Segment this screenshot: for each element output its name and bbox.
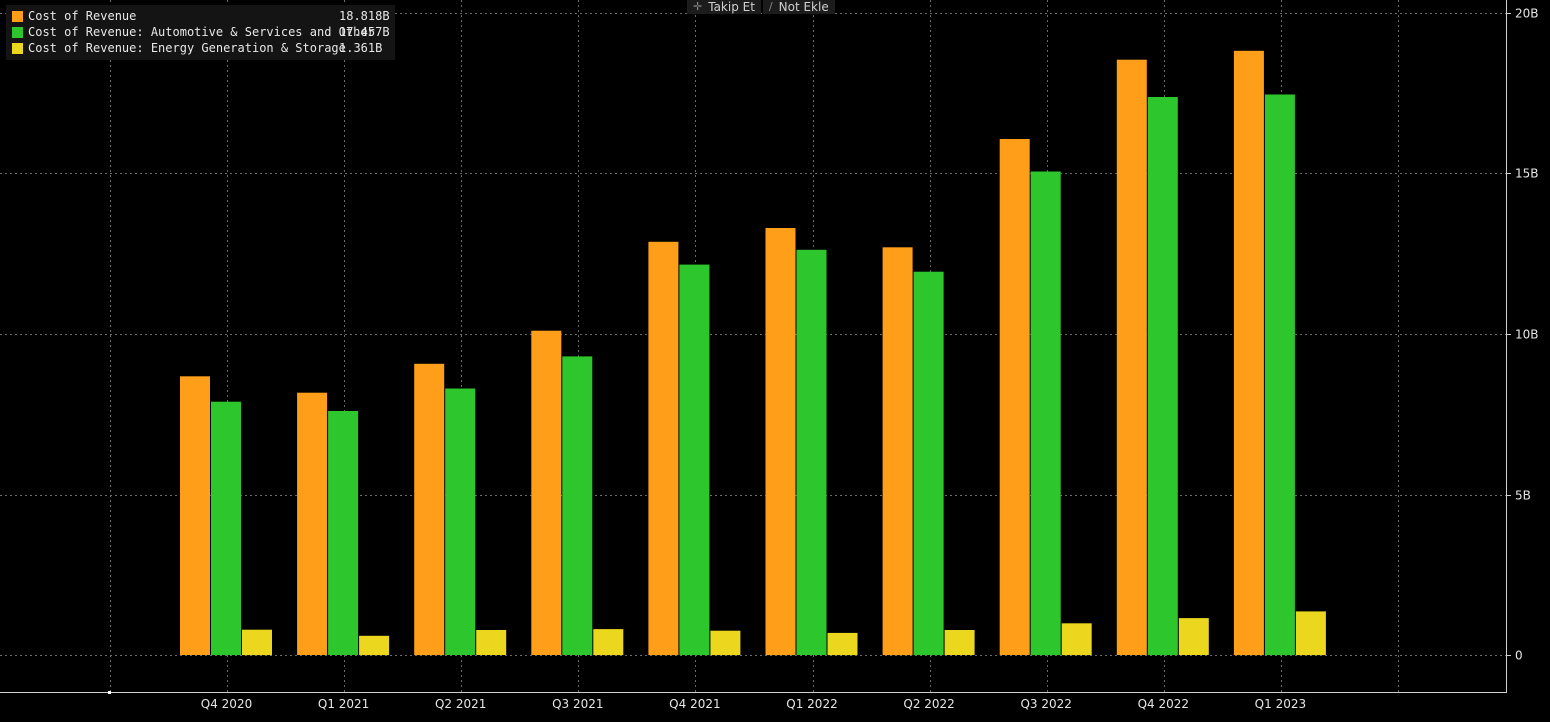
x-tick-label: Q2 2021 — [435, 697, 486, 711]
bar-energy[interactable] — [1179, 618, 1209, 655]
bar-automotive[interactable] — [1265, 95, 1295, 656]
chart-toolbar: ✛ Takip Et ∕ Not Ekle — [687, 0, 835, 14]
x-tick-label: Q4 2021 — [669, 697, 720, 711]
x-tick-label: Q3 2022 — [1020, 697, 1071, 711]
x-tick-label: Q4 2020 — [201, 697, 252, 711]
bar-energy[interactable] — [1062, 623, 1092, 655]
follow-label: Takip Et — [708, 0, 755, 14]
legend-series-value: 1.361B — [339, 41, 389, 55]
bar-automotive[interactable] — [445, 389, 475, 656]
legend-series-value: 17.457B — [339, 25, 389, 39]
bar-automotive[interactable] — [914, 272, 944, 655]
y-tick-label: 15B — [1515, 167, 1539, 181]
pencil-icon: ∕ — [769, 0, 773, 14]
legend-item-energy[interactable]: Cost of Revenue: Energy Generation & Sto… — [12, 40, 389, 56]
legend-swatch — [12, 43, 23, 54]
x-tick-label: Q1 2022 — [786, 697, 837, 711]
bar-cost-of-revenue[interactable] — [414, 364, 444, 655]
bar-automotive[interactable] — [1031, 172, 1061, 656]
add-note-button[interactable]: ∕ Not Ekle — [763, 0, 835, 14]
bar-automotive[interactable] — [679, 265, 709, 655]
x-axis-marker — [108, 691, 111, 694]
legend-series-value: 18.818B — [339, 9, 389, 23]
bar-automotive[interactable] — [211, 402, 241, 655]
crosshair-icon: ✛ — [693, 0, 702, 14]
bar-automotive[interactable] — [1148, 97, 1178, 655]
bar-energy[interactable] — [242, 630, 272, 655]
bar-cost-of-revenue[interactable] — [1117, 60, 1147, 655]
bars — [180, 51, 1326, 655]
y-tick-label: 10B — [1515, 328, 1539, 342]
bar-cost-of-revenue[interactable] — [766, 228, 796, 655]
x-tick-label: Q2 2022 — [903, 697, 954, 711]
bar-automotive[interactable] — [328, 411, 358, 655]
bar-cost-of-revenue[interactable] — [1000, 139, 1030, 655]
bar-energy[interactable] — [359, 636, 389, 655]
y-tick-label: 20B — [1515, 7, 1539, 21]
y-tick-label: 0 — [1515, 649, 1523, 663]
legend-series-name: Cost of Revenue: Energy Generation & Sto… — [28, 41, 339, 55]
legend-series-name: Cost of Revenue: Automotive & Services a… — [28, 25, 339, 39]
bar-energy[interactable] — [593, 629, 623, 655]
bar-cost-of-revenue[interactable] — [180, 376, 210, 655]
legend-item-automotive[interactable]: Cost of Revenue: Automotive & Services a… — [12, 24, 389, 40]
x-tick-label: Q4 2022 — [1138, 697, 1189, 711]
bar-cost-of-revenue[interactable] — [883, 247, 913, 655]
follow-button[interactable]: ✛ Takip Et — [687, 0, 761, 14]
bar-cost-of-revenue[interactable] — [297, 393, 327, 655]
bar-cost-of-revenue[interactable] — [531, 331, 561, 655]
bar-cost-of-revenue[interactable] — [1234, 51, 1264, 655]
bar-energy[interactable] — [945, 630, 975, 655]
legend-swatch — [12, 11, 23, 22]
x-tick-label: Q1 2023 — [1255, 697, 1306, 711]
legend-item-cost-of-revenue[interactable]: Cost of Revenue 18.818B — [12, 8, 389, 24]
y-tick-label: 5B — [1515, 489, 1531, 503]
bar-automotive[interactable] — [797, 250, 827, 655]
bar-energy[interactable] — [476, 630, 506, 655]
bar-energy[interactable] — [710, 631, 740, 655]
bar-cost-of-revenue[interactable] — [648, 242, 678, 655]
bar-automotive[interactable] — [562, 356, 592, 655]
bar-energy[interactable] — [1296, 611, 1326, 655]
legend-series-name: Cost of Revenue — [28, 9, 339, 23]
bar-energy[interactable] — [828, 633, 858, 655]
add-note-label: Not Ekle — [779, 0, 829, 14]
legend-swatch — [12, 27, 23, 38]
x-tick-label: Q3 2021 — [552, 697, 603, 711]
chart-legend: Cost of Revenue 18.818B Cost of Revenue:… — [6, 5, 395, 60]
x-tick-label: Q1 2021 — [318, 697, 369, 711]
